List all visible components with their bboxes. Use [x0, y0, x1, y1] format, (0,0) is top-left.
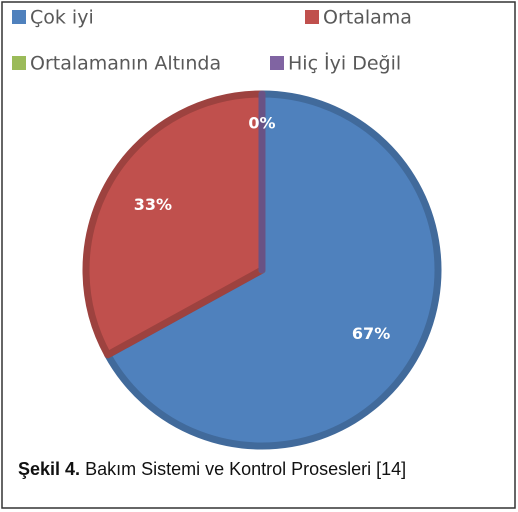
legend-swatch: [270, 56, 284, 70]
legend-label: Hiç İyi Değil: [288, 52, 401, 75]
legend-label: Ortalamanın Altında: [30, 53, 221, 75]
legend-swatch: [12, 10, 26, 24]
caption: Şekil 4. Bakım Sistemi ve Kontrol Proses…: [18, 459, 406, 479]
caption-label: Şekil 4.: [18, 459, 80, 479]
value-label: 67%: [352, 324, 390, 343]
value-label: 0%: [248, 113, 275, 132]
pie-slice: [82, 90, 266, 359]
legend-swatch: [12, 56, 26, 70]
legend-label: Çok iyi: [30, 7, 94, 29]
pie-slice: [104, 90, 442, 450]
value-label: 33%: [134, 195, 172, 214]
caption-text: Bakım Sistemi ve Kontrol Prosesleri [14]: [85, 459, 406, 479]
legend-label: Ortalama: [323, 7, 412, 29]
legend-swatch: [305, 10, 319, 24]
